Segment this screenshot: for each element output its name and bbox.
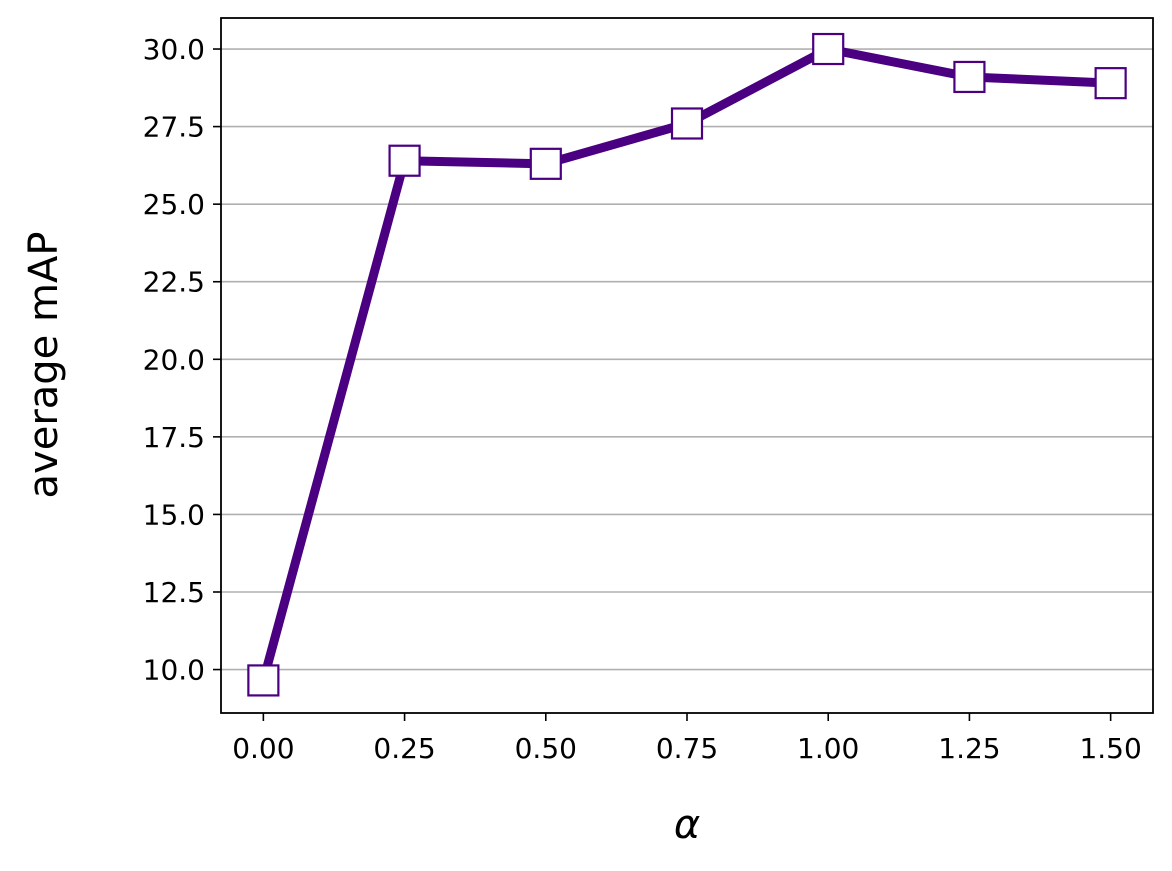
data-point-marker [812,32,845,66]
y-tick-label: 20.0 [143,343,205,376]
x-tick-label: 1.50 [1079,732,1141,765]
series-layer [247,32,1127,697]
x-tick-label: 0.75 [656,732,718,765]
x-tick-label: 0.00 [232,732,294,765]
data-point-marker [388,144,421,177]
data-point-marker [953,60,986,94]
x-tick-label: 1.25 [938,732,1000,765]
x-axis: 0.00 0.25 0.50 0.75 1.00 1.25 1.50 [232,713,1142,765]
y-tick-label: 27.5 [143,111,205,144]
y-tick-label: 22.5 [143,266,205,299]
data-point-marker [529,147,562,180]
y-tick-label: 12.5 [143,576,205,609]
series-line [258,44,1116,685]
y-tick-label: 17.5 [143,421,205,454]
data-point-marker [670,107,704,140]
y-tick-label: 25.0 [143,188,205,221]
x-tick-label: 1.00 [797,732,859,765]
y-tick-label: 30.0 [143,33,205,66]
y-axis-label: average mAP [21,232,67,499]
y-axis: 10.0 12.5 15.0 17.5 20.0 22.5 25.0 27.5 30.0 [143,33,221,687]
y-tick-label: 15.0 [143,498,205,531]
data-point-marker [1094,67,1127,100]
data-point-marker [247,664,280,697]
x-tick-label: 0.50 [515,732,577,765]
y-tick-label: 10.0 [143,654,205,687]
gridlines [221,48,1153,671]
x-axis-label: α [674,802,700,848]
x-tick-label: 0.25 [373,732,435,765]
